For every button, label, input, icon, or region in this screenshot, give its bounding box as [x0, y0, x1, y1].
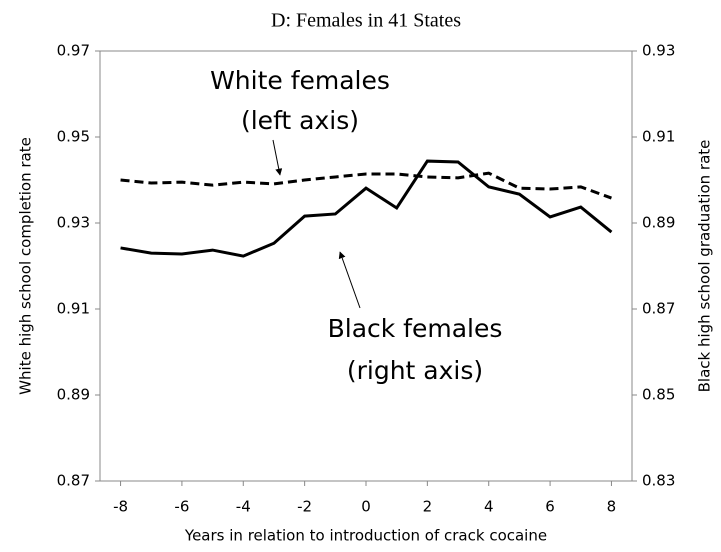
- plot-frame: [99, 50, 633, 482]
- x-tick-label: -8: [113, 498, 128, 516]
- x-tick-label: 2: [423, 498, 433, 516]
- annotation: (right axis): [347, 356, 483, 385]
- x-tick-label: -2: [297, 498, 312, 516]
- y-tick-label: 0.93: [57, 214, 90, 232]
- y2-tick-label: 0.87: [642, 300, 675, 318]
- y2-tick-label: 0.91: [642, 128, 675, 146]
- line-series: [120, 171, 612, 200]
- annotation: (left axis): [241, 106, 359, 135]
- x-tick-label: 6: [545, 498, 555, 516]
- arrow: [338, 251, 361, 309]
- y-tick-label: 0.97: [57, 42, 90, 60]
- y-tick-label: 0.95: [57, 128, 90, 146]
- chart-title: D: Females in 41 States: [271, 10, 461, 32]
- x-tick-label: -4: [236, 498, 251, 516]
- line-series: [120, 159, 613, 258]
- x-tick-label: -6: [174, 498, 189, 516]
- y2-tick-label: 0.83: [642, 472, 675, 490]
- y2-tick-label: 0.89: [642, 214, 675, 232]
- y2-tick-label: 0.85: [642, 386, 675, 404]
- y2-axis-label: Black high school graduation rate: [696, 140, 714, 393]
- y2-tick-label: 0.93: [642, 42, 675, 60]
- x-axis-label: Years in relation to introduction of cra…: [184, 527, 547, 545]
- y-tick-label: 0.91: [57, 300, 90, 318]
- annotation: White females: [210, 66, 390, 95]
- x-tick-label: 8: [607, 498, 617, 516]
- y-tick-label: 0.89: [57, 386, 90, 404]
- y-axis-label: White high school completion rate: [17, 137, 35, 395]
- y-tick-label: 0.87: [57, 472, 90, 490]
- arrow: [272, 139, 283, 176]
- annotation: Black females: [328, 314, 503, 343]
- x-tick-label: 4: [484, 498, 494, 516]
- x-tick-label: 0: [361, 498, 371, 516]
